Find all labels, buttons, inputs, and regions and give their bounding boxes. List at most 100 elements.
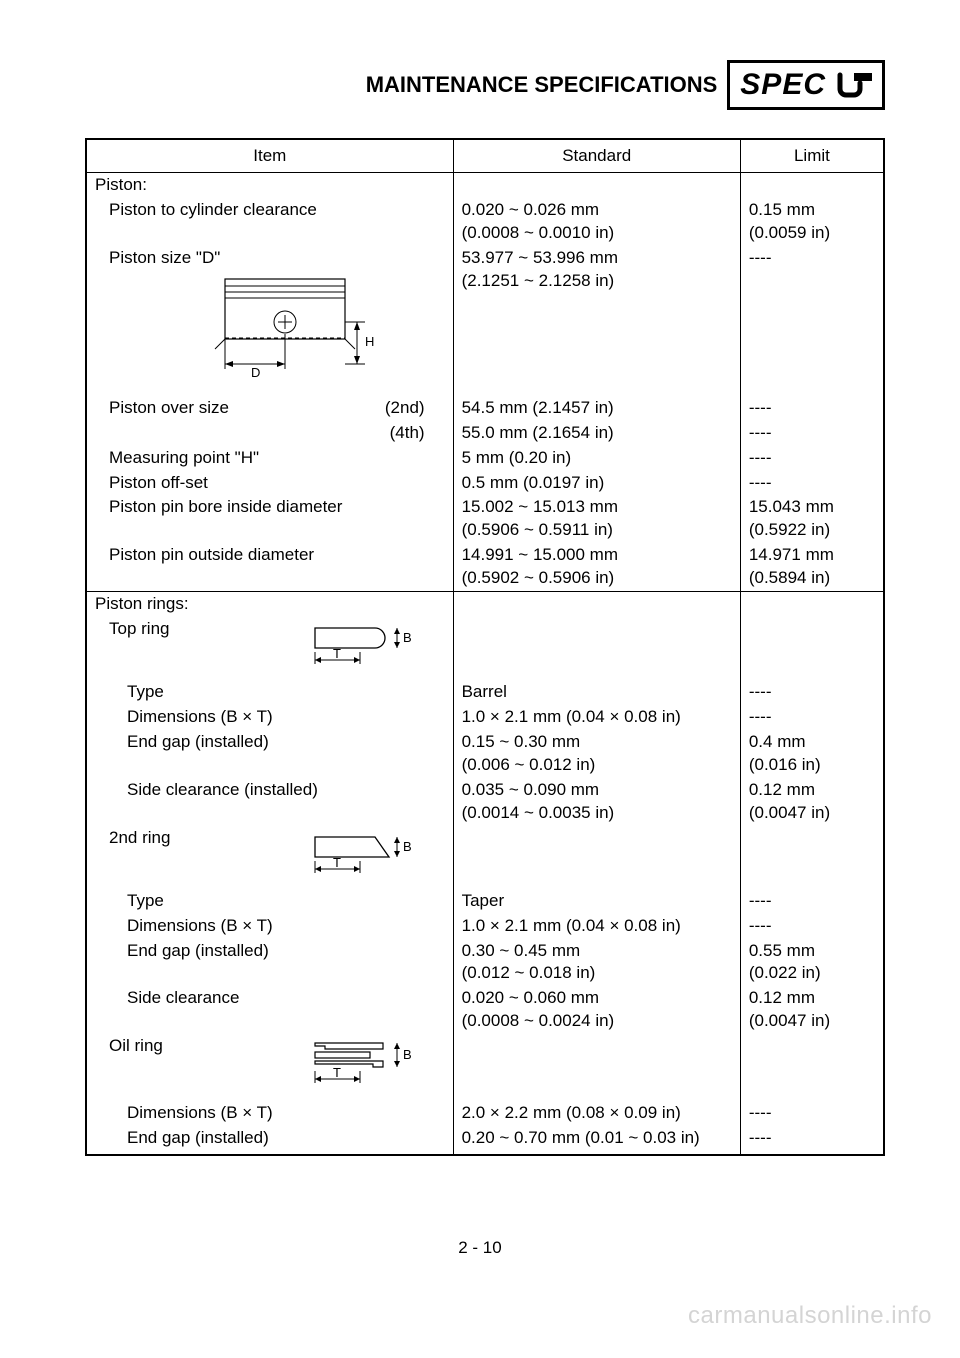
item-lim2: (0.022 in) — [749, 963, 821, 982]
item-lim: ---- — [749, 248, 772, 267]
item-lim: ---- — [740, 1101, 884, 1126]
svg-text:T: T — [333, 646, 341, 661]
spec-table: Item Standard Limit Piston: Piston to cy… — [85, 138, 885, 1156]
table-row: Piston size "D" — [86, 246, 884, 396]
item-label: Piston to cylinder clearance — [95, 199, 317, 222]
item-std: 14.991 ~ 15.000 mm — [462, 545, 618, 564]
item-label: Piston over size — [95, 397, 229, 420]
item-sublabel: (4th) — [390, 422, 445, 445]
table-row: Dimensions (B × T) 2.0 × 2.2 mm (0.08 × … — [86, 1101, 884, 1126]
piston-diagram: D H — [195, 274, 445, 391]
table-row: Type Taper ---- — [86, 889, 884, 914]
item-label: Dimensions (B × T) — [95, 915, 273, 938]
item-sublabel: (2nd) — [385, 397, 445, 420]
table-row: Piston over size(2nd) 54.5 mm (2.1457 in… — [86, 396, 884, 421]
item-label: Piston size "D" — [95, 247, 220, 270]
oil-ring-diagram: B T — [305, 1039, 445, 1096]
item-lim: 0.4 mm — [749, 732, 806, 751]
item-std: 1.0 × 2.1 mm (0.04 × 0.08 in) — [453, 914, 740, 939]
item-label: End gap (installed) — [95, 731, 269, 754]
watermark: carmanualsonline.info — [688, 1302, 932, 1330]
item-lim: ---- — [740, 680, 884, 705]
item-std: 0.020 ~ 0.026 mm — [462, 200, 600, 219]
section-label: Piston: — [86, 173, 453, 198]
item-std: Taper — [453, 889, 740, 914]
item-lim2: (0.0047 in) — [749, 1011, 830, 1030]
table-row: Oil ring B — [86, 1034, 884, 1101]
item-std: 0.020 ~ 0.060 mm — [462, 988, 600, 1007]
item-lim: 0.55 mm — [749, 941, 815, 960]
diagram-label-h: H — [365, 334, 374, 349]
table-row: (4th) 55.0 mm (2.1654 in) ---- — [86, 421, 884, 446]
svg-text:T: T — [333, 855, 341, 870]
col-header-standard: Standard — [453, 139, 740, 173]
item-label: Oil ring — [95, 1035, 163, 1058]
item-std2: (0.5906 ~ 0.5911 in) — [462, 520, 613, 539]
svg-text:T: T — [333, 1065, 341, 1080]
table-row: Side clearance 0.020 ~ 0.060 mm (0.0008 ~… — [86, 986, 884, 1034]
table-row: Top ring B T — [86, 617, 884, 680]
table-row: Piston pin outside diameter 14.991 ~ 15.… — [86, 543, 884, 591]
item-label: End gap (installed) — [95, 1127, 269, 1150]
table-row: Piston rings: — [86, 592, 884, 617]
item-label: 2nd ring — [95, 827, 170, 850]
item-lim: ---- — [740, 914, 884, 939]
item-std: 2.0 × 2.2 mm (0.08 × 0.09 in) — [453, 1101, 740, 1126]
item-lim2: (0.0047 in) — [749, 803, 830, 822]
item-std: 55.0 mm (2.1654 in) — [453, 421, 740, 446]
item-std: 0.20 ~ 0.70 mm (0.01 ~ 0.03 in) — [453, 1126, 740, 1155]
item-label: Type — [95, 890, 164, 913]
table-row: End gap (installed) 0.30 ~ 0.45 mm(0.012… — [86, 939, 884, 987]
spec-badge: SPEC — [727, 60, 885, 110]
item-std: Barrel — [453, 680, 740, 705]
table-row: Dimensions (B × T) 1.0 × 2.1 mm (0.04 × … — [86, 914, 884, 939]
table-row: Piston off-set 0.5 mm (0.0197 in) ---- — [86, 471, 884, 496]
item-std2: (2.1251 ~ 2.1258 in) — [462, 271, 615, 290]
table-row: Measuring point "H" 5 mm (0.20 in) ---- — [86, 446, 884, 471]
table-row: Piston pin bore inside diameter 15.002 ~… — [86, 495, 884, 543]
item-std2: (0.006 ~ 0.012 in) — [462, 755, 596, 774]
item-std: 53.977 ~ 53.996 mm — [462, 248, 618, 267]
table-row: 2nd ring B T — [86, 826, 884, 889]
item-lim2: (0.0059 in) — [749, 223, 830, 242]
item-std2: (0.0014 ~ 0.0035 in) — [462, 803, 615, 822]
item-lim: ---- — [740, 421, 884, 446]
item-lim: ---- — [740, 446, 884, 471]
item-std: 0.30 ~ 0.45 mm — [462, 941, 581, 960]
table-row: Piston to cylinder clearance 0.020 ~ 0.0… — [86, 198, 884, 246]
section-label: Piston rings: — [86, 592, 453, 617]
table-row: Piston: — [86, 173, 884, 198]
item-std: 0.15 ~ 0.30 mm — [462, 732, 581, 751]
table-row: Type Barrel ---- — [86, 680, 884, 705]
table-row: End gap (installed) 0.15 ~ 0.30 mm (0.006… — [86, 730, 884, 778]
item-label: Type — [95, 681, 164, 704]
table-header-row: Item Standard Limit — [86, 139, 884, 173]
item-label: Side clearance (installed) — [95, 779, 318, 802]
item-label: Side clearance — [95, 987, 239, 1010]
item-std2: (0.5902 ~ 0.5906 in) — [462, 568, 615, 587]
spec-badge-text: SPEC — [740, 68, 834, 102]
item-label: Piston pin bore inside diameter — [95, 496, 342, 519]
item-lim2: (0.016 in) — [749, 755, 821, 774]
item-label: Dimensions (B × T) — [95, 1102, 273, 1125]
item-std: 15.002 ~ 15.013 mm — [462, 497, 618, 516]
item-label: Dimensions (B × T) — [95, 706, 273, 729]
page-header: MAINTENANCE SPECIFICATIONS SPEC — [85, 60, 885, 110]
svg-text:B: B — [403, 1047, 412, 1062]
table-row: Side clearance (installed) 0.035 ~ 0.090… — [86, 778, 884, 826]
item-label: Top ring — [95, 618, 169, 641]
item-lim: ---- — [740, 1126, 884, 1155]
item-std2: (0.012 ~ 0.018 in) — [462, 963, 596, 982]
item-lim: 15.043 mm — [749, 497, 834, 516]
item-std2: (0.0008 ~ 0.0010 in) — [462, 223, 615, 242]
table-row: Dimensions (B × T) 1.0 × 2.1 mm (0.04 × … — [86, 705, 884, 730]
item-lim: ---- — [740, 705, 884, 730]
item-std: 0.035 ~ 0.090 mm — [462, 780, 600, 799]
top-ring-diagram: B T — [305, 622, 445, 675]
page-number: 2 - 10 — [0, 1238, 960, 1258]
item-lim: 0.12 mm — [749, 780, 815, 799]
col-header-item: Item — [86, 139, 453, 173]
item-std: 1.0 × 2.1 mm (0.04 × 0.08 in) — [453, 705, 740, 730]
item-std2: (0.0008 ~ 0.0024 in) — [462, 1011, 615, 1030]
diagram-label-d: D — [251, 365, 260, 380]
